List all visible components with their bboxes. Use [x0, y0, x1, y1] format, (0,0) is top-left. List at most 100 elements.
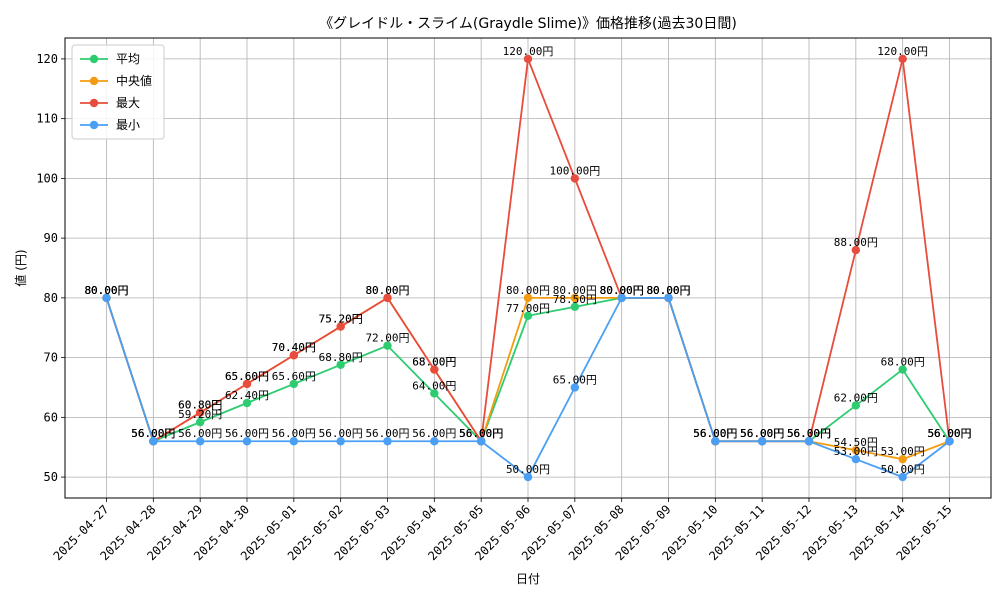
- data-label: 80.00円: [646, 284, 690, 297]
- data-labels: 80.00円56.00円59.20円62.40円65.60円68.80円72.0…: [84, 45, 971, 476]
- data-label: 56.00円: [412, 427, 456, 440]
- data-label: 56.00円: [225, 427, 269, 440]
- data-label: 53.00円: [881, 445, 925, 458]
- series-point: [102, 293, 111, 303]
- data-label: 80.00円: [84, 284, 128, 297]
- data-label: 56.00円: [693, 427, 737, 440]
- series-point: [523, 472, 533, 482]
- series-point: [195, 408, 205, 417]
- series-point: [383, 293, 392, 303]
- series-point: [898, 365, 907, 374]
- data-label: 56.00円: [131, 427, 175, 440]
- data-label: 80.00円: [646, 284, 690, 297]
- series-point: [336, 360, 345, 369]
- series-point: [523, 293, 533, 303]
- data-label: 56.00円: [459, 427, 503, 440]
- y-tick-label: 70: [44, 351, 58, 365]
- series-point: [851, 401, 861, 410]
- legend-label: 中央値: [116, 73, 152, 88]
- series-point: [898, 454, 907, 464]
- data-label: 80.00円: [600, 284, 644, 297]
- data-label: 80.00円: [600, 284, 644, 297]
- data-label: 56.00円: [787, 427, 831, 440]
- data-label: 68.80円: [319, 351, 363, 364]
- data-label: 70.40円: [272, 341, 316, 354]
- legend-box: [71, 44, 165, 140]
- y-tick-label: 60: [44, 410, 58, 424]
- data-label: 56.00円: [131, 427, 175, 440]
- series-point: [851, 446, 861, 455]
- chart-title: 《グレイドル・スライム(Graydle Slime)》価格推移(過去30日間): [319, 16, 737, 32]
- legend-label: 最小: [116, 118, 140, 132]
- legend-marker: [89, 76, 99, 86]
- series-point: [476, 437, 486, 446]
- data-label: 64.00円: [412, 379, 456, 392]
- data-label: 56.00円: [740, 427, 784, 440]
- data-label: 68.00円: [881, 356, 925, 369]
- data-label: 80.00円: [646, 284, 690, 297]
- data-label: 80.00円: [646, 284, 690, 297]
- data-label: 77.00円: [506, 302, 550, 315]
- data-label: 75.20円: [319, 313, 363, 326]
- data-label: 56.00円: [459, 427, 503, 440]
- data-label: 56.00円: [740, 427, 784, 440]
- data-label: 56.00円: [787, 427, 831, 440]
- y-axis-label: 値 (円): [13, 249, 28, 286]
- data-label: 56.00円: [319, 427, 363, 440]
- series-point: [757, 437, 767, 446]
- series-point: [430, 389, 439, 398]
- series-point: [289, 437, 299, 446]
- series-point: [242, 437, 252, 446]
- series-point: [523, 311, 533, 320]
- series-layer: [102, 54, 954, 482]
- data-label: 56.00円: [927, 427, 971, 440]
- data-label: 56.00円: [365, 427, 409, 440]
- data-label: 56.00円: [927, 427, 971, 440]
- data-label: 80.00円: [84, 284, 128, 297]
- data-label: 56.00円: [787, 427, 831, 440]
- data-label: 56.00円: [927, 427, 971, 440]
- y-tick-label: 100: [36, 171, 58, 185]
- series-point: [383, 437, 392, 446]
- data-label: 80.00円: [506, 284, 550, 297]
- data-label: 50.00円: [506, 463, 550, 476]
- data-label: 80.00円: [365, 284, 409, 297]
- data-label: 65.60円: [225, 370, 269, 383]
- x-axis-label: 日付: [516, 572, 540, 586]
- series-point: [570, 174, 580, 183]
- series-point: [711, 437, 720, 446]
- data-label: 65.00円: [553, 373, 597, 386]
- series-point: [430, 437, 439, 446]
- y-tick-label: 90: [44, 231, 58, 245]
- series-point: [289, 379, 299, 389]
- data-label: 65.60円: [225, 370, 269, 383]
- series-point: [898, 54, 907, 64]
- data-label: 75.20円: [319, 313, 363, 326]
- series-point: [383, 341, 392, 350]
- y-tick-label: 50: [44, 470, 58, 484]
- data-label: 80.00円: [84, 284, 128, 297]
- series-point: [195, 417, 205, 427]
- data-label: 56.00円: [927, 427, 971, 440]
- data-label: 60.80円: [178, 399, 222, 412]
- data-label: 62.40円: [225, 389, 269, 402]
- y-tick-label: 120: [36, 52, 58, 66]
- legend-marker: [89, 54, 99, 64]
- series-point: [617, 293, 626, 303]
- series-point: [945, 437, 954, 446]
- data-label: 50.00円: [881, 463, 925, 476]
- data-label: 88.00円: [834, 236, 878, 249]
- data-label: 80.00円: [553, 284, 597, 297]
- series-point: [851, 245, 861, 255]
- data-label: 80.00円: [600, 284, 644, 297]
- series-point: [336, 437, 345, 446]
- series-point: [289, 351, 299, 360]
- series-point: [149, 437, 158, 446]
- data-label: 56.00円: [693, 427, 737, 440]
- series-point: [242, 379, 252, 389]
- data-label: 56.00円: [131, 427, 175, 440]
- legend-label: 平均: [116, 52, 140, 66]
- y-tick-label: 80: [44, 291, 58, 305]
- data-label: 56.00円: [272, 427, 316, 440]
- series-point: [851, 454, 861, 464]
